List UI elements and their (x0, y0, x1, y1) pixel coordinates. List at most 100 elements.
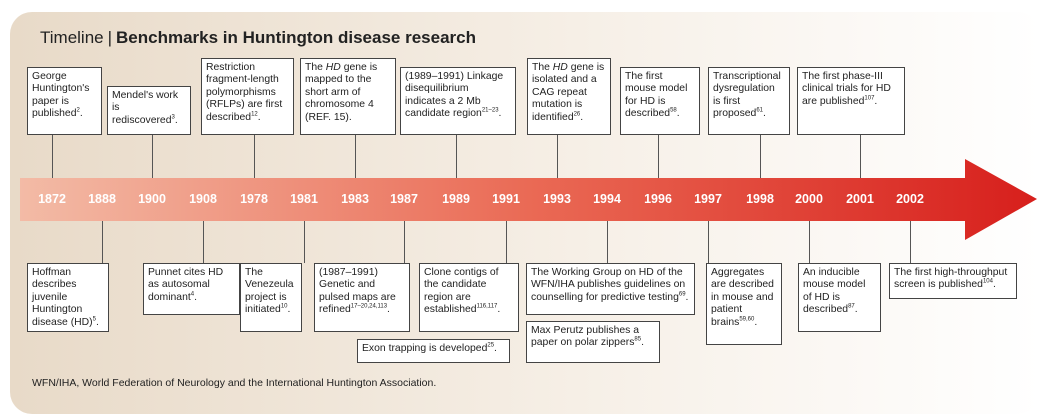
event-reference: 25 (487, 342, 495, 349)
event-reference: 107 (864, 95, 875, 102)
event-text: George Huntington's paper is published (32, 71, 90, 120)
connector-line-1983 (355, 135, 356, 178)
event-reference: 21–23 (481, 107, 499, 114)
connector-line-1872 (52, 135, 53, 178)
event-box-2000: An inducible mouse model of HD is descri… (798, 263, 881, 332)
connector-line-1994 (607, 221, 608, 263)
connector-line-1989 (456, 135, 457, 178)
event-reference: 17–20,24,113 (350, 303, 388, 310)
connector-line-1991 (506, 221, 507, 263)
event-text: gene is mapped to the short arm of chrom… (305, 62, 378, 123)
year-label-1993: 1993 (543, 192, 571, 206)
event-reference: 2 (76, 107, 80, 114)
connector-line-2002 (910, 221, 911, 263)
event-box-1989: (1989–1991) Linkage disequilibrium indic… (400, 67, 516, 135)
year-label-1983: 1983 (341, 192, 369, 206)
event-text-end: . (676, 108, 680, 120)
connector-line-1997 (708, 221, 709, 263)
event-box-1991: Clone contigs of the candidate region ar… (419, 263, 519, 332)
connector-line-1900 (152, 135, 153, 178)
year-label-1987: 1987 (390, 192, 418, 206)
event-text-end: . (387, 304, 390, 316)
event-text: The first high-throughput screen is publ… (894, 267, 1008, 291)
event-box-1888: Hoffman describes juvenile Huntington di… (27, 263, 109, 332)
year-label-1888: 1888 (88, 192, 116, 206)
event-box-2002: The first high-throughput screen is publ… (889, 263, 1017, 299)
event-text-end: . (580, 111, 584, 123)
event-text-end: . (874, 95, 878, 107)
event-text: The (532, 62, 553, 73)
event-text: Max Perutz publishes a paper on polar zi… (531, 325, 640, 349)
event-box-1994b: Max Perutz publishes a paper on polar zi… (526, 321, 660, 363)
event-text-end: . (497, 304, 501, 316)
event-text: The (305, 62, 326, 73)
event-reference: 87 (848, 303, 855, 310)
event-text: Mendel's work is rediscovered (112, 90, 179, 126)
event-box-1987: (1987–1991) Genetic and pulsed maps are … (314, 263, 410, 332)
timeline-arrow (20, 159, 1037, 240)
event-text: The Venezeula project is initiated (245, 267, 294, 316)
year-label-1994: 1994 (593, 192, 621, 206)
event-text: The Working Group on HD of the WFN/IHA p… (531, 267, 686, 303)
event-text-end: . (257, 111, 261, 123)
connector-line-1888 (102, 221, 103, 263)
year-label-1908: 1908 (189, 192, 217, 206)
event-text: gene is isolated and a CAG repeat mutati… (532, 62, 605, 123)
event-box-1981: The Venezeula project is initiated10. (240, 263, 302, 332)
event-box-1900: Mendel's work is rediscovered3. (107, 86, 191, 135)
connector-line-1908 (203, 221, 204, 263)
event-reference: 69 (678, 291, 686, 298)
event-text-end: . (287, 304, 291, 316)
year-label-1989: 1989 (442, 192, 470, 206)
event-text: Restriction fragment-length polymorphism… (206, 62, 283, 123)
event-reference: 4 (190, 291, 195, 298)
event-box-1987b: Exon trapping is developed25. (357, 339, 510, 363)
event-text-end: . (992, 279, 996, 291)
event-text-end: . (194, 291, 197, 303)
year-label-1978: 1978 (240, 192, 268, 206)
event-reference: 5 (92, 316, 96, 323)
figure-title: Timeline | Benchmarks in Huntington diseas… (40, 28, 476, 48)
event-reference: 12 (251, 111, 258, 118)
event-text: Aggregates are described in mouse and pa… (711, 267, 774, 328)
event-text: An inducible mouse model of HD is descri… (803, 267, 866, 316)
event-text-end: . (494, 343, 497, 354)
event-text-italic: HD (552, 62, 568, 73)
year-label-1991: 1991 (492, 192, 520, 206)
event-text-end: . (79, 108, 83, 120)
event-reference: 104 (982, 278, 993, 285)
year-label-1996: 1996 (644, 192, 672, 206)
event-reference: 59,60 (739, 316, 755, 323)
event-text-end: . (763, 108, 766, 120)
footnote: WFN/IHA, World Federation of Neurology a… (32, 377, 437, 389)
event-reference: 10 (280, 303, 288, 310)
event-text: (1989–1991) Linkage disequilibrium indic… (405, 71, 504, 120)
event-reference: 26 (573, 111, 581, 118)
year-label-1900: 1900 (138, 192, 166, 206)
year-label-2001: 2001 (846, 192, 874, 206)
year-label-2002: 2002 (896, 192, 924, 206)
event-text: Hoffman describes juvenile Huntington di… (32, 267, 93, 328)
connector-line-2001 (860, 135, 861, 178)
connector-line-1998 (760, 135, 761, 178)
event-reference: 116,117 (476, 303, 498, 310)
year-label-1981: 1981 (290, 192, 318, 206)
year-label-2000: 2000 (795, 192, 823, 206)
event-box-1872: George Huntington's paper is published2. (27, 67, 102, 135)
event-box-1908: Punnet cites HD as autosomal dominant4. (143, 263, 240, 315)
event-text-end: . (95, 316, 99, 328)
event-box-1997: Aggregates are described in mouse and pa… (706, 263, 782, 345)
event-text-end: . (174, 114, 178, 126)
title-prefix: Timeline (40, 28, 104, 47)
event-reference: 85 (634, 336, 642, 343)
connector-line-1987 (404, 221, 405, 263)
year-label-1998: 1998 (746, 192, 774, 206)
event-text-italic: HD (325, 62, 341, 73)
connector-line-1981 (304, 221, 305, 263)
event-text-end: . (685, 291, 689, 303)
year-label-1872: 1872 (38, 192, 66, 206)
event-box-1998: Transcriptional dysregulation is first p… (708, 67, 790, 135)
title-separator: | (107, 28, 113, 47)
